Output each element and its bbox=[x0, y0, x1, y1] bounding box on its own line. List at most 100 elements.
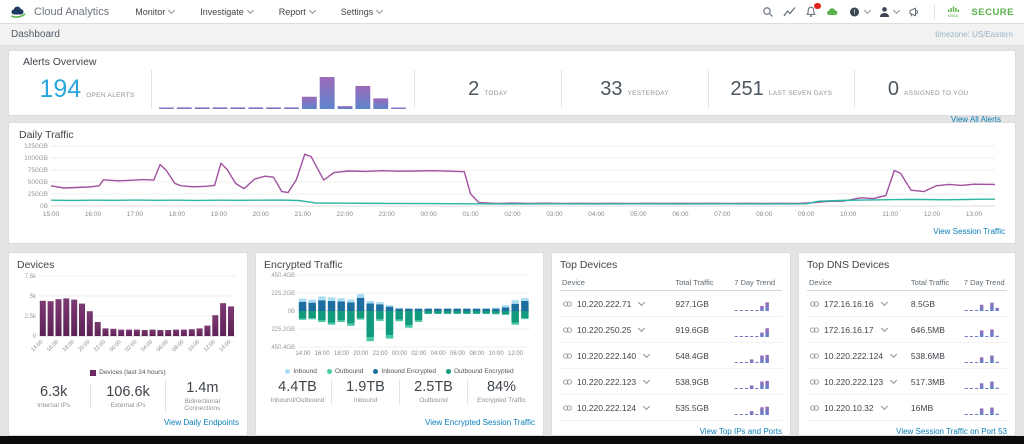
menu-report[interactable]: Report bbox=[279, 7, 315, 17]
svg-text:22:00: 22:00 bbox=[337, 211, 354, 218]
view-all-alerts-link[interactable]: View All Alerts bbox=[951, 115, 1001, 124]
svg-text:00:00: 00:00 bbox=[392, 351, 408, 357]
daily-traffic-title: Daily Traffic bbox=[19, 129, 1005, 141]
device-ip[interactable]: 10.220.222.124 bbox=[824, 351, 883, 361]
device-row[interactable]: 10.220.222.123538.9GB bbox=[560, 369, 782, 395]
top-dns-devices-header: DeviceTotal Traffic7 Day Trend bbox=[807, 274, 1007, 291]
inbound-outbound-stat: 4.4TBInbound/Outbound bbox=[264, 379, 331, 404]
device-row[interactable]: 10.220.222.124538.6MB bbox=[807, 343, 1007, 369]
secure-label: SECURE bbox=[971, 7, 1014, 18]
device-ip[interactable]: 172.16.16.16 bbox=[824, 299, 874, 309]
device-icon bbox=[562, 378, 573, 386]
alerts-week-stat: 251LAST SEVEN DAYS bbox=[709, 78, 855, 101]
device-ip[interactable]: 10.220.222.123 bbox=[577, 377, 636, 387]
legend-item-devices[interactable]: Devices (last 24 hours) bbox=[90, 369, 165, 376]
encrypted-traffic-title: Encrypted Traffic bbox=[264, 259, 535, 271]
svg-text:14:00: 14:00 bbox=[219, 339, 233, 353]
seven-day-trend-chart bbox=[964, 400, 1000, 415]
view-session-traffic-link[interactable]: View Session Traffic bbox=[933, 227, 1005, 236]
chevron-down-icon[interactable] bbox=[643, 377, 650, 384]
seven-day-trend-chart bbox=[964, 348, 1000, 363]
menu-settings[interactable]: Settings bbox=[341, 7, 383, 17]
total-traffic-value: 919.6GB bbox=[675, 325, 709, 335]
device-ip[interactable]: 10.220.222.123 bbox=[824, 377, 883, 387]
legend-item-outbound-encrypted[interactable]: Outbound Encrypted bbox=[446, 368, 514, 375]
device-ip[interactable]: 172.16.16.17 bbox=[824, 325, 874, 335]
open-alerts-label: OPEN ALERTS bbox=[86, 92, 134, 99]
svg-text:22:00: 22:00 bbox=[373, 351, 389, 357]
menu-monitor[interactable]: Monitor bbox=[135, 7, 174, 17]
seven-day-trend-chart bbox=[964, 322, 1000, 337]
inbound-stat: 1.9TBInbound bbox=[331, 379, 399, 404]
svg-text:cisco: cisco bbox=[948, 13, 959, 18]
device-ip[interactable]: 10.220.10.32 bbox=[824, 403, 874, 413]
chevron-down-icon[interactable] bbox=[881, 325, 888, 332]
legend-item-inbound[interactable]: Inbound bbox=[285, 368, 317, 375]
encrypted-traffic-panel: Encrypted Traffic 450.4GB225.2GB0B225.2G… bbox=[255, 252, 544, 436]
svg-text:225.2GB: 225.2GB bbox=[271, 291, 295, 297]
trend-icon[interactable] bbox=[783, 6, 796, 18]
device-row[interactable]: 172.16.16.168.5GB bbox=[807, 291, 1007, 317]
legend-swatch bbox=[90, 370, 96, 376]
svg-text:450.4GB: 450.4GB bbox=[271, 345, 295, 351]
dashboard-content: Alerts Overview 194 OPEN ALERTS 2TODAY 3… bbox=[0, 46, 1024, 436]
svg-text:16:00: 16:00 bbox=[46, 339, 60, 353]
view-encrypted-session-traffic-link[interactable]: View Encrypted Session Traffic bbox=[425, 418, 535, 427]
chevron-down-icon[interactable] bbox=[881, 299, 888, 306]
seven-day-trend-chart bbox=[734, 400, 770, 415]
view-daily-endpoints-link[interactable]: View Daily Endpoints bbox=[164, 418, 239, 427]
device-row[interactable]: 10.220.222.71927.1GB bbox=[560, 291, 782, 317]
open-alerts-value: 194 bbox=[39, 75, 81, 104]
chevron-down-icon[interactable] bbox=[890, 351, 897, 358]
app-logo[interactable]: Cloud Analytics bbox=[10, 5, 109, 18]
seven-day-trend-chart bbox=[734, 374, 770, 389]
device-row[interactable]: 172.16.16.17646.5MB bbox=[807, 317, 1007, 343]
svg-text:20:00: 20:00 bbox=[253, 211, 270, 218]
svg-text:06:00: 06:00 bbox=[450, 351, 466, 357]
top-dns-devices-title: Top DNS Devices bbox=[807, 259, 1007, 271]
device-ip[interactable]: 10.220.222.124 bbox=[577, 403, 636, 413]
chevron-down-icon[interactable] bbox=[643, 351, 650, 358]
device-row[interactable]: 10.220.222.123517.3MB bbox=[807, 369, 1007, 395]
top-dns-devices-panel: Top DNS Devices DeviceTotal Traffic7 Day… bbox=[798, 252, 1016, 436]
chevron-down-icon[interactable] bbox=[638, 325, 645, 332]
device-ip[interactable]: 10.220.250.25 bbox=[577, 325, 631, 335]
svg-text:16:00: 16:00 bbox=[315, 351, 331, 357]
seven-day-trend-chart bbox=[734, 348, 770, 363]
chevron-down-icon[interactable] bbox=[643, 403, 650, 410]
chevron-down-icon bbox=[376, 7, 383, 14]
view-session-traffic-port53-link[interactable]: View Session Traffic on Port 53 bbox=[896, 427, 1007, 436]
chevron-down-icon[interactable] bbox=[638, 299, 645, 306]
device-row[interactable]: 10.220.10.3216MB bbox=[807, 395, 1007, 421]
device-icon bbox=[809, 300, 820, 308]
cloud-status-icon[interactable] bbox=[826, 6, 840, 17]
notifications-bell-icon[interactable] bbox=[805, 6, 817, 18]
top-devices-rows: 10.220.222.71927.1GB 10.220.250.25 919.6GB… bbox=[560, 291, 782, 421]
device-row[interactable]: 10.220.222.140548.4GB bbox=[560, 343, 782, 369]
svg-text:15:00: 15:00 bbox=[43, 211, 60, 218]
legend-item-inbound-encrypted[interactable]: Inbound Encrypted bbox=[373, 368, 436, 375]
device-ip[interactable]: 10.220.222.140 bbox=[577, 351, 636, 361]
device-icon bbox=[809, 404, 820, 412]
legend-item-outbound[interactable]: Outbound bbox=[327, 368, 364, 375]
device-row[interactable]: 10.220.250.25 919.6GB bbox=[560, 317, 782, 343]
svg-text:13:00: 13:00 bbox=[966, 211, 983, 218]
menu-investigate[interactable]: Investigate bbox=[200, 7, 253, 17]
device-icon bbox=[809, 378, 820, 386]
chevron-down-icon[interactable] bbox=[890, 377, 897, 384]
chevron-down-icon[interactable] bbox=[881, 403, 888, 410]
seven-day-trend-chart bbox=[964, 296, 1000, 311]
view-top-ips-ports-link[interactable]: View Top IPs and Ports bbox=[700, 427, 782, 436]
svg-text:225.2GB: 225.2GB bbox=[271, 327, 295, 333]
svg-text:08:00: 08:00 bbox=[756, 211, 773, 218]
alerts-yesterday-stat: 33YESTERDAY bbox=[562, 78, 708, 101]
device-ip[interactable]: 10.220.222.71 bbox=[577, 299, 631, 309]
search-icon[interactable] bbox=[762, 6, 774, 18]
help-icon[interactable]: ! bbox=[849, 6, 870, 18]
legend-swatch bbox=[327, 369, 332, 374]
device-row[interactable]: 10.220.222.124535.5GB bbox=[560, 395, 782, 421]
user-icon[interactable] bbox=[879, 6, 899, 18]
encrypted-traffic-stats: 4.4TBInbound/Outbound 1.9TBInbound 2.5TB… bbox=[264, 379, 535, 404]
svg-text:08:00: 08:00 bbox=[171, 339, 185, 353]
announcements-icon[interactable] bbox=[908, 6, 921, 18]
